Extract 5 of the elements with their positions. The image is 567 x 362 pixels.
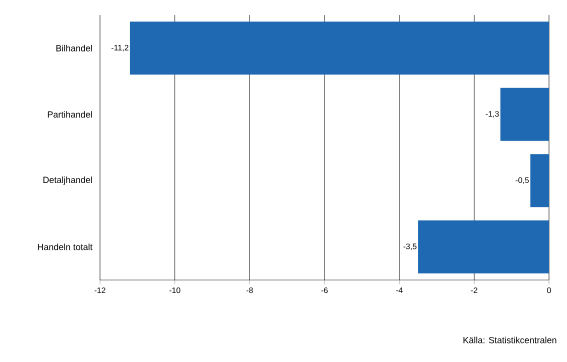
y-tick-label: Bilhandel bbox=[56, 44, 92, 52]
text: Källa: Statistikcentralen bbox=[464, 336, 556, 344]
y-tick-label: Partihandel bbox=[48, 111, 92, 118]
y-tick-label: Detaljhandel bbox=[43, 176, 92, 185]
y-tick-label: Handeln totalt bbox=[38, 244, 92, 250]
